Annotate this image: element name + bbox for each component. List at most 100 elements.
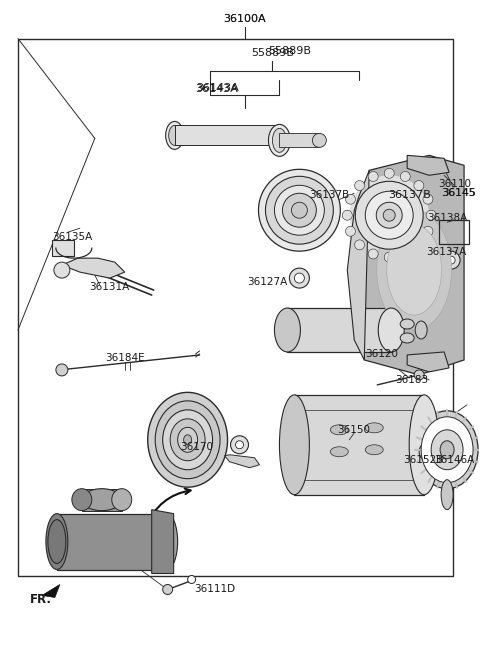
Polygon shape <box>407 155 449 175</box>
Bar <box>175 125 279 146</box>
Ellipse shape <box>330 447 348 457</box>
Text: 36137B: 36137B <box>388 190 431 200</box>
Ellipse shape <box>163 410 213 470</box>
Ellipse shape <box>377 210 452 330</box>
Ellipse shape <box>268 125 290 156</box>
Polygon shape <box>348 171 369 360</box>
Ellipse shape <box>349 175 429 255</box>
Ellipse shape <box>409 395 439 495</box>
Ellipse shape <box>378 308 404 352</box>
Ellipse shape <box>112 489 132 510</box>
Ellipse shape <box>384 169 394 178</box>
Ellipse shape <box>365 192 413 239</box>
Text: 36143A: 36143A <box>195 85 238 94</box>
Ellipse shape <box>368 249 378 259</box>
Circle shape <box>163 584 173 594</box>
Circle shape <box>424 447 434 457</box>
Ellipse shape <box>421 417 473 483</box>
Polygon shape <box>62 258 125 278</box>
Bar <box>57 514 167 569</box>
Ellipse shape <box>282 194 316 227</box>
Ellipse shape <box>423 194 433 204</box>
Text: 36145: 36145 <box>443 188 476 198</box>
Circle shape <box>236 441 243 449</box>
Text: 36131A: 36131A <box>90 282 130 292</box>
Text: 36111D: 36111D <box>194 584 235 594</box>
Ellipse shape <box>48 520 66 564</box>
Ellipse shape <box>400 333 414 343</box>
Ellipse shape <box>355 181 423 249</box>
Ellipse shape <box>265 176 333 244</box>
Ellipse shape <box>423 226 433 236</box>
Text: 36127A: 36127A <box>247 277 288 287</box>
Ellipse shape <box>400 249 410 259</box>
Ellipse shape <box>346 226 356 236</box>
Ellipse shape <box>273 129 287 152</box>
Ellipse shape <box>166 121 184 150</box>
Ellipse shape <box>330 425 348 435</box>
Text: 55889B: 55889B <box>251 47 294 58</box>
Circle shape <box>419 441 439 462</box>
Text: 36110: 36110 <box>439 179 471 190</box>
Ellipse shape <box>168 125 180 146</box>
Polygon shape <box>225 455 260 468</box>
Ellipse shape <box>355 240 365 250</box>
Circle shape <box>442 251 460 269</box>
Polygon shape <box>359 155 464 375</box>
Polygon shape <box>42 584 60 598</box>
Ellipse shape <box>416 411 478 489</box>
Polygon shape <box>152 510 174 573</box>
Text: 36143A: 36143A <box>196 83 239 94</box>
Text: 36146A: 36146A <box>434 455 474 464</box>
Ellipse shape <box>384 252 394 262</box>
Ellipse shape <box>365 445 383 455</box>
Ellipse shape <box>355 180 365 191</box>
Circle shape <box>447 256 455 264</box>
Ellipse shape <box>415 321 427 339</box>
Text: 36152B: 36152B <box>403 455 443 464</box>
Text: 36135A: 36135A <box>52 232 92 242</box>
Ellipse shape <box>368 171 378 182</box>
Ellipse shape <box>426 210 436 220</box>
Text: 36184E: 36184E <box>105 353 144 363</box>
Text: 36150: 36150 <box>337 425 370 435</box>
Bar <box>82 489 122 510</box>
Ellipse shape <box>156 514 178 569</box>
Circle shape <box>188 575 196 583</box>
Text: 36145: 36145 <box>442 188 477 198</box>
Ellipse shape <box>441 480 453 510</box>
Ellipse shape <box>72 489 92 510</box>
Bar <box>279 133 319 148</box>
Bar <box>18 39 453 575</box>
Ellipse shape <box>312 133 326 148</box>
Bar <box>52 240 74 256</box>
Polygon shape <box>407 352 449 372</box>
Text: 36100A: 36100A <box>223 14 266 24</box>
Text: 36137B: 36137B <box>309 190 349 200</box>
Text: FR.: FR. <box>30 593 52 606</box>
Ellipse shape <box>46 514 68 569</box>
Ellipse shape <box>275 185 324 236</box>
Text: 36100A: 36100A <box>223 14 266 24</box>
Circle shape <box>54 262 70 278</box>
Ellipse shape <box>440 441 454 459</box>
Ellipse shape <box>275 308 300 352</box>
Ellipse shape <box>414 240 424 250</box>
Ellipse shape <box>291 202 307 218</box>
Text: 36183: 36183 <box>396 375 429 385</box>
Circle shape <box>289 268 310 288</box>
Ellipse shape <box>414 180 424 191</box>
Ellipse shape <box>376 202 402 228</box>
Text: 36170: 36170 <box>180 441 213 452</box>
Ellipse shape <box>383 209 395 221</box>
Bar <box>294 395 424 495</box>
Text: 36120: 36120 <box>365 349 398 359</box>
Ellipse shape <box>387 225 442 315</box>
Ellipse shape <box>148 392 228 487</box>
Ellipse shape <box>400 171 410 182</box>
Text: 36138A: 36138A <box>427 213 467 223</box>
Ellipse shape <box>365 423 383 433</box>
Ellipse shape <box>155 401 220 479</box>
Ellipse shape <box>431 430 463 470</box>
Ellipse shape <box>184 435 192 445</box>
